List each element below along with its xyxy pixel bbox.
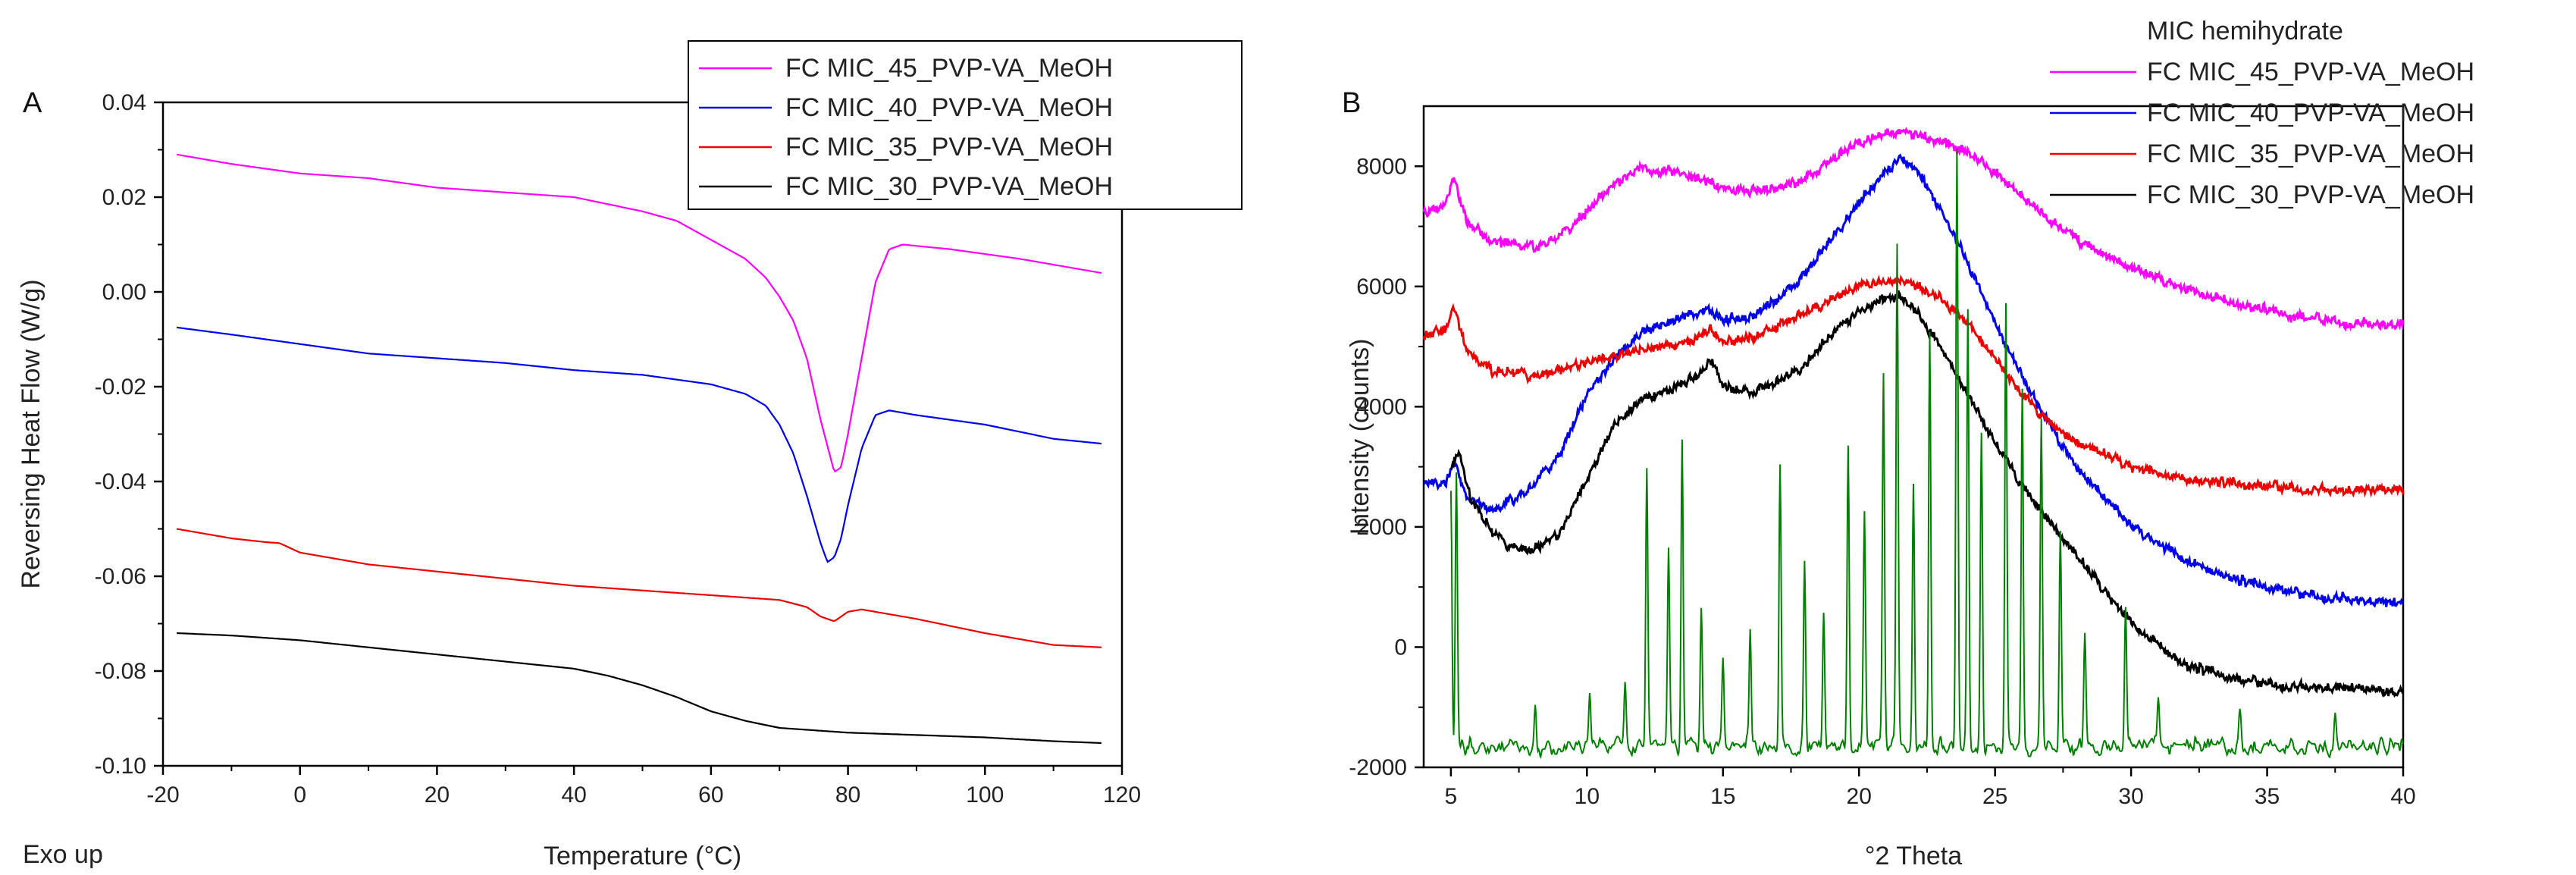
x-tick-label: 120 [1103,782,1141,808]
series-line-fc-mic-45-pvp-va-meoh [1422,127,2405,332]
panel-a-label: A [23,87,42,119]
y-tick-label: 0.02 [102,185,146,210]
legend-label-fc-mic-40-pvp-va-meoh: FC MIC_40_PVP-VA_MeOH [2147,99,2474,127]
panel-a-legend: FC MIC_45_PVP-VA_MeOH FC MIC_40_PVP-VA_Me… [688,40,1243,210]
x-tick-label: 40 [2390,784,2415,809]
panel-a-axes: -20 0 20 40 60 80 100 120 -0.10 -0.08 -0.06 -0.04 -0… [95,90,1141,808]
legend-label-fc-mic-35-pvp-va-meoh: FC MIC_35_PVP-VA_MeOH [2147,140,2474,168]
series-line-fc-mic-45-pvp-va-meoh [176,153,1102,473]
panel-b-legend: MIC hemihydrate FC MIC_45_PVP-VA_MeOH FC M… [2050,17,2474,209]
y-tick-label: 2000 [1356,515,1407,540]
series-line-fc-mic-40-pvp-va-meoh [1423,153,2405,608]
panel-a: -20 0 20 40 60 80 100 120 -0.10 -0.08 -0.06 -0.04 -0… [17,40,1243,870]
panel-b-label: B [1342,87,1361,119]
legend-label-mic-hemihydrate: MIC hemihydrate [2147,17,2343,45]
y-tick-label: -0.06 [95,564,146,589]
y-tick-label: 4000 [1356,394,1407,419]
legend-frame [688,40,1243,210]
legend-label-fc-mic-45-pvp-va-meoh: FC MIC_45_PVP-VA_MeOH [785,54,1113,83]
x-tick-label: 0 [293,782,306,808]
x-tick-label: 100 [966,782,1004,808]
series-line-fc-mic-30-pvp-va-meoh [177,632,1102,745]
y-tick-label: -0.08 [95,659,146,684]
panel-b-plot-frame [1422,105,2405,769]
y-tick-label: -0.10 [95,754,146,779]
y-tick-label: 8000 [1356,154,1407,179]
series-line-fc-mic-40-pvp-va-meoh [176,326,1102,563]
x-tick-label: 15 [1710,784,1735,809]
x-tick-label: -20 [146,782,179,808]
legend-label-fc-mic-35-pvp-va-meoh: FC MIC_35_PVP-VA_MeOH [785,133,1113,162]
x-tick-label: 60 [698,782,723,808]
legend-label-fc-mic-40-pvp-va-meoh: FC MIC_40_PVP-VA_MeOH [785,93,1113,122]
panel-a-exo-up-note: Exo up [23,840,103,869]
legend-label-fc-mic-30-pvp-va-meoh: FC MIC_30_PVP-VA_MeOH [785,172,1113,201]
x-tick-label: 30 [2118,784,2143,809]
x-tick-label: 5 [1445,784,1458,809]
x-tick-label: 80 [835,782,860,808]
y-tick-label: -0.02 [95,375,146,400]
series-line-fc-mic-30-pvp-va-meoh [1449,290,2405,698]
y-tick-label: -0.04 [95,469,146,494]
panel-a-y-axis-title: Reversing Heat Flow (W/g) [17,279,45,588]
x-tick-label: 25 [1982,784,2007,809]
x-tick-label: 40 [561,782,586,808]
series-line-fc-mic-35-pvp-va-meoh [1422,274,2405,498]
y-tick-label: 0.04 [102,90,146,115]
y-tick-label: 0.00 [102,280,146,305]
legend-label-fc-mic-45-pvp-va-meoh: FC MIC_45_PVP-VA_MeOH [2147,58,2474,86]
x-tick-label: 35 [2255,784,2280,809]
y-tick-label: 6000 [1356,274,1407,300]
y-tick-label: 0 [1394,635,1407,660]
legend-label-fc-mic-30-pvp-va-meoh: FC MIC_30_PVP-VA_MeOH [2147,180,2474,209]
panel-a-x-axis-title: Temperature (°C) [544,842,741,870]
panel-b-y-axis-title: Intensity (counts) [1346,339,1374,535]
y-tick-label: -2000 [1349,755,1407,780]
x-tick-label: 10 [1575,784,1600,809]
panel-b-axes: 5 10 15 20 25 30 35 40 -2000 0 2000 4000 6000 8000 [1349,154,2415,809]
panel-b-x-axis-title: °2 Theta [1865,842,1962,870]
panel-a-series [176,153,1102,745]
x-tick-label: 20 [425,782,450,808]
x-tick-label: 20 [1847,784,1872,809]
series-line-mic-hemihydrate [1449,149,2404,760]
panel-b-series [1422,127,2405,760]
series-line-fc-mic-35-pvp-va-meoh [176,528,1102,648]
